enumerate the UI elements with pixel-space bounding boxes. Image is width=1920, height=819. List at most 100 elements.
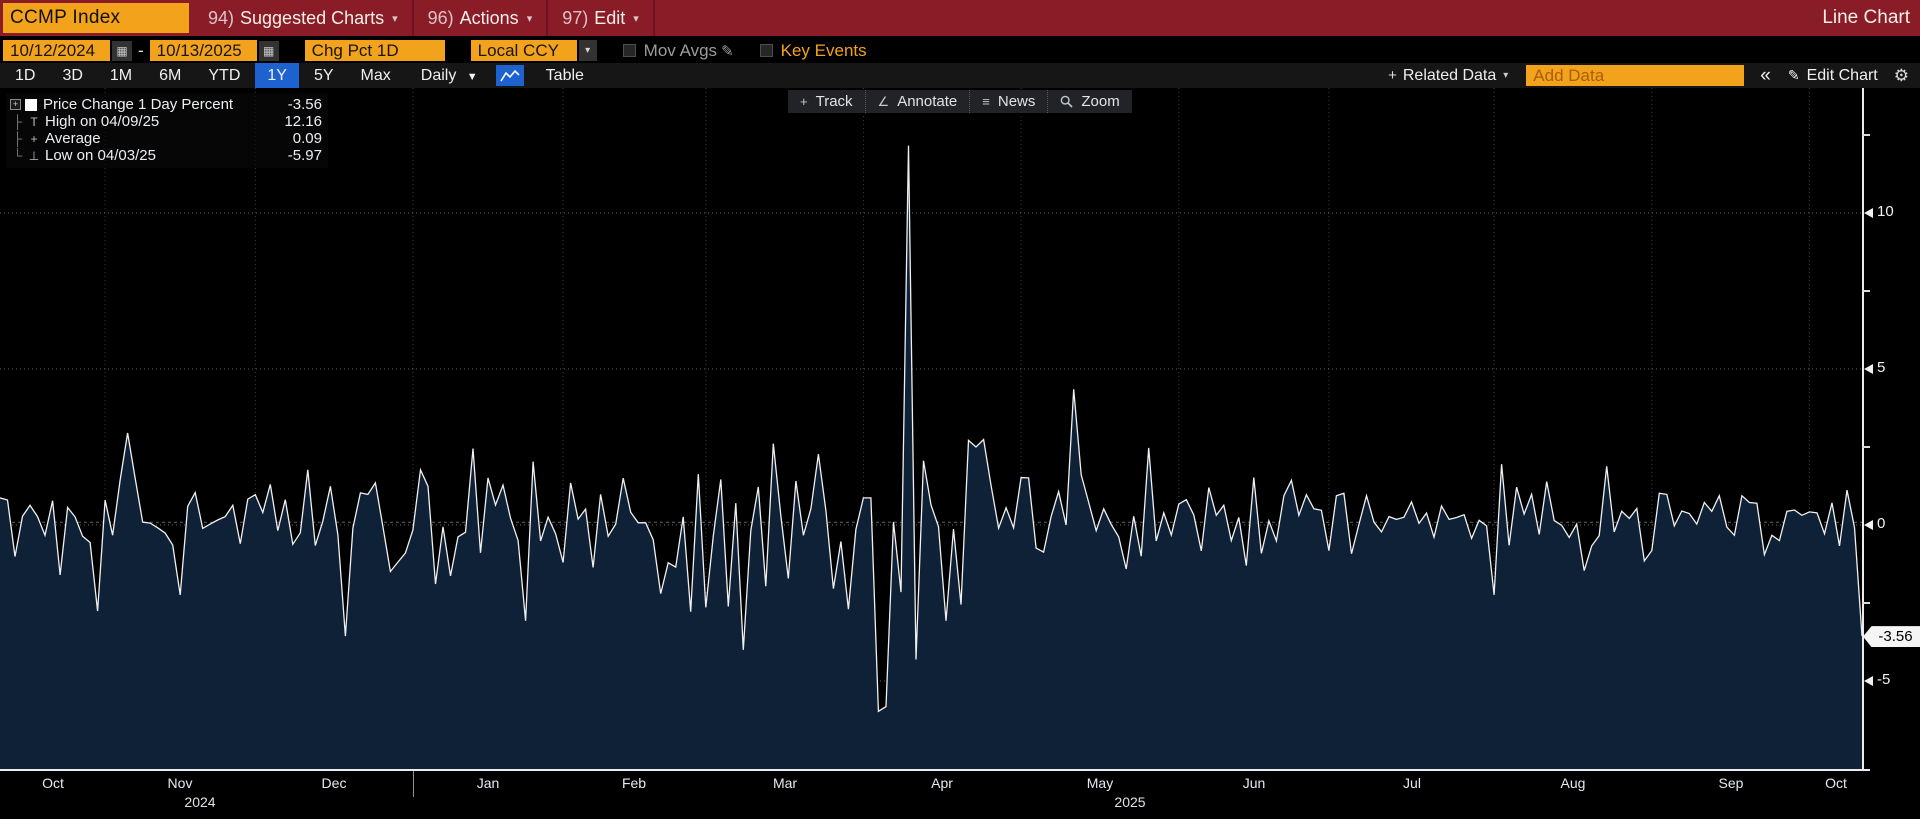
plus-icon: +: [1388, 67, 1397, 84]
menu-number: 96): [427, 7, 454, 28]
menu-edit[interactable]: 97) Edit ▾: [548, 0, 655, 36]
y-tick-label: 10: [1877, 203, 1894, 220]
date-from-field[interactable]: 10/12/2024: [3, 40, 110, 61]
high-label: High on 04/09/25: [45, 113, 160, 130]
study-field[interactable]: Chg Pct 1D: [304, 40, 445, 61]
pencil-icon[interactable]: ✎: [721, 42, 734, 60]
zoom-button[interactable]: Zoom: [1048, 90, 1132, 113]
chart-plot-area[interactable]: [0, 88, 1862, 769]
average-label: Average: [45, 130, 101, 147]
average-marker-icon: +: [30, 131, 38, 146]
legend-low-row: └ ⊥ Low on 04/03/25 -5.97: [13, 147, 322, 164]
x-month-label: Aug: [1560, 775, 1586, 791]
mov-avgs-toggle[interactable]: Mov Avgs ✎: [622, 41, 734, 61]
chart-settings-bar: 10/12/2024 ▦ - 10/13/2025 ▦ Chg Pct 1D L…: [0, 38, 1920, 63]
menu-number: 97): [562, 7, 589, 28]
calendar-icon[interactable]: ▦: [258, 40, 279, 61]
y-tick-label: 0: [1877, 515, 1886, 532]
annotate-label: Annotate: [897, 93, 958, 110]
line-chart-icon: [499, 69, 520, 81]
track-button[interactable]: + Track: [788, 90, 866, 113]
chevron-down-icon: ▾: [526, 12, 533, 25]
menu-label: Actions: [459, 7, 519, 28]
series-swatch: [25, 98, 37, 111]
legend-high-row: ├ T High on 04/09/25 12.16: [13, 113, 322, 130]
chart-legend: + Price Change 1 Day Percent -3.56 ├ T H…: [6, 93, 328, 168]
key-events-label: Key Events: [780, 40, 867, 60]
y-minor-tick: [1862, 446, 1870, 448]
annotate-button[interactable]: ∠ Annotate: [865, 90, 971, 113]
news-icon: ≡: [982, 94, 990, 109]
period-3d[interactable]: 3D: [62, 67, 83, 84]
period-1y-active[interactable]: 1Y: [255, 63, 299, 88]
key-events-checkbox[interactable]: [759, 44, 773, 57]
calendar-icon[interactable]: ▦: [112, 40, 132, 61]
high-marker-icon: T: [30, 114, 38, 129]
y-tick-label: 5: [1877, 359, 1886, 376]
y-tick-arrow: [1864, 676, 1873, 686]
period-toolbar: 1D 3D 1M 6M YTD 1Y 5Y Max Daily ▼ Table …: [0, 63, 1920, 88]
frequency-dropdown[interactable]: Daily ▼: [411, 63, 488, 88]
y-tick-label: -5: [1877, 671, 1891, 688]
key-events-toggle[interactable]: Key Events: [759, 40, 867, 61]
x-month-label: Apr: [931, 775, 953, 791]
period-5y[interactable]: 5Y: [313, 67, 334, 84]
menu-actions[interactable]: 96) Actions ▾: [414, 0, 549, 36]
top-menu-bar: CCMP Index 94) Suggested Charts ▾ 96) Ac…: [0, 0, 1920, 36]
right-tools-group: + Related Data ▾ « ✎ Edit Chart ⚙: [1378, 63, 1916, 88]
x-year-label: 2025: [1114, 794, 1146, 810]
x-year-label: 2024: [184, 794, 216, 810]
news-label: News: [997, 93, 1036, 110]
period-1m[interactable]: 1M: [109, 67, 133, 84]
period-ytd[interactable]: YTD: [208, 67, 241, 84]
edit-chart-label: Edit Chart: [1806, 66, 1878, 84]
news-button[interactable]: ≡ News: [970, 90, 1049, 113]
series-label: Price Change 1 Day Percent: [43, 96, 234, 113]
x-month-label: Oct: [1825, 775, 1847, 791]
x-month-label: May: [1086, 775, 1114, 791]
y-minor-tick: [1862, 134, 1870, 136]
chevron-down-icon: ▼: [466, 71, 478, 83]
pencil-icon: ✎: [1787, 67, 1800, 83]
line-chart-type-button[interactable]: [495, 65, 524, 86]
x-month-label: Jun: [1242, 775, 1266, 791]
period-1d[interactable]: 1D: [15, 67, 36, 84]
frequency-label: Daily: [420, 67, 457, 84]
period-6m[interactable]: 6M: [159, 67, 182, 84]
menu-suggested-charts[interactable]: 94) Suggested Charts ▾: [194, 0, 414, 36]
collapse-panel-button[interactable]: «: [1760, 64, 1771, 86]
currency-dropdown-caret[interactable]: ▾: [578, 40, 597, 61]
zoom-label: Zoom: [1081, 93, 1120, 110]
y-axis-line: [1862, 88, 1864, 771]
menu-group: 94) Suggested Charts ▾ 96) Actions ▾ 97)…: [194, 0, 655, 36]
edit-chart-button[interactable]: ✎ Edit Chart: [1779, 67, 1887, 85]
chart-floating-toolbar: + Track ∠ Annotate ≡ News Zoom: [788, 90, 1132, 113]
mov-avgs-checkbox[interactable]: [622, 44, 636, 57]
x-month-label: Dec: [321, 775, 347, 791]
year-divider-tick: [413, 771, 414, 797]
y-tick-arrow: [1864, 208, 1873, 218]
chevron-down-icon: ▾: [1503, 70, 1509, 81]
x-month-label: Jan: [476, 775, 500, 791]
period-max[interactable]: Max: [360, 67, 391, 84]
x-month-label: Sep: [1718, 775, 1744, 791]
related-data-button[interactable]: + Related Data ▾: [1378, 63, 1518, 88]
y-minor-tick: [1862, 602, 1870, 604]
date-to-field[interactable]: 10/13/2025: [149, 40, 257, 61]
average-value: 0.09: [292, 130, 322, 147]
gear-icon[interactable]: ⚙: [1893, 65, 1909, 85]
table-button[interactable]: Table: [545, 67, 584, 84]
low-marker-icon: ⊥: [28, 148, 40, 163]
annotate-icon: ∠: [877, 93, 890, 109]
x-month-label: Nov: [167, 775, 193, 791]
x-month-label: Oct: [42, 775, 64, 791]
expander-icon[interactable]: +: [10, 99, 21, 110]
chevron-down-icon: ▾: [392, 12, 398, 25]
x-month-label: Jul: [1403, 775, 1421, 791]
add-data-input[interactable]: [1526, 65, 1745, 86]
date-range-dash: -: [138, 40, 144, 60]
ticker-input[interactable]: CCMP Index: [3, 3, 189, 33]
legend-series-row[interactable]: + Price Change 1 Day Percent -3.56: [10, 96, 322, 113]
currency-field[interactable]: Local CCY: [470, 40, 577, 61]
